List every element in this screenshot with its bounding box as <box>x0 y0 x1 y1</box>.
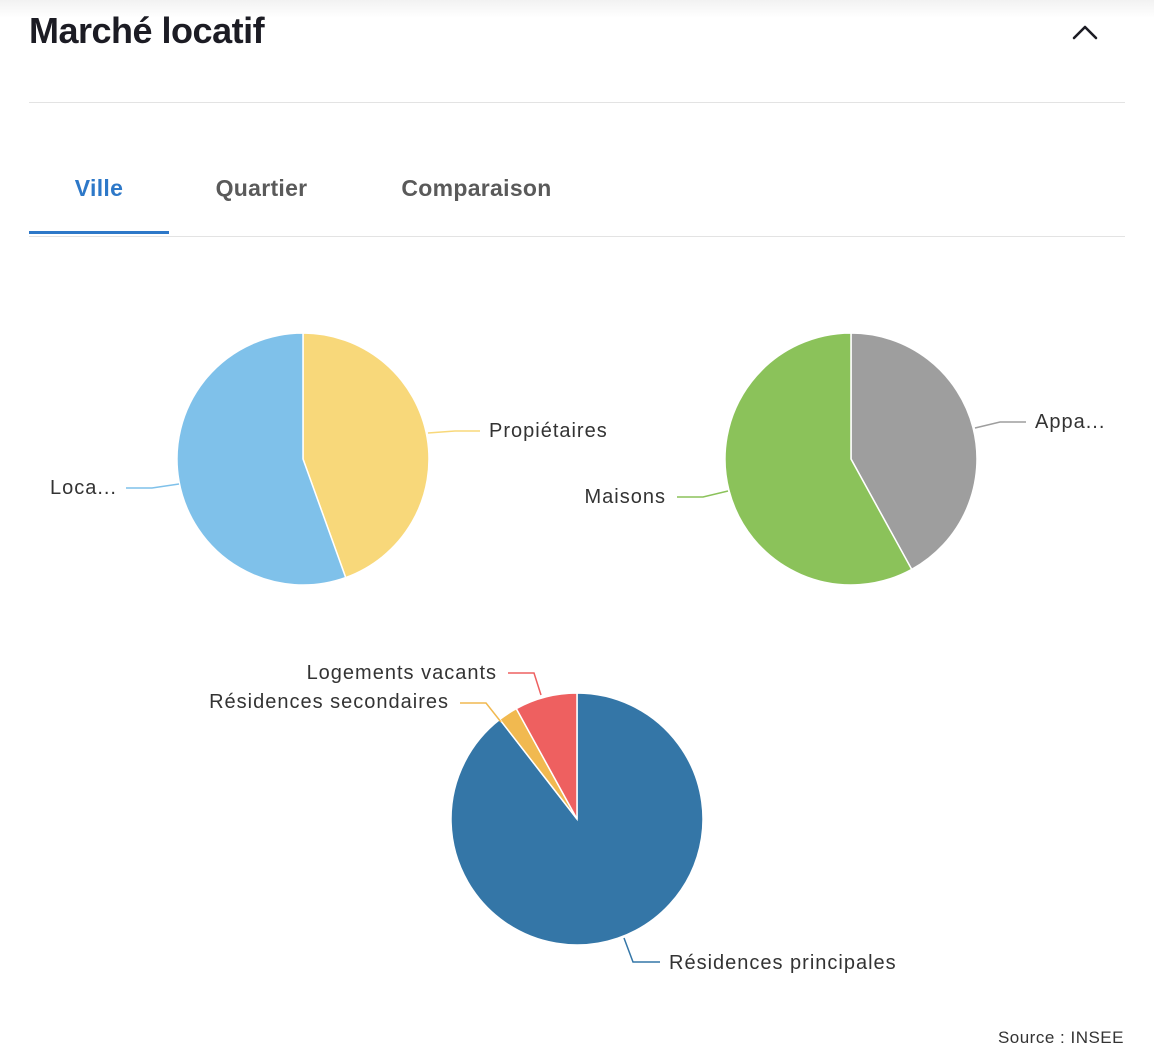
slice-label: Loca... <box>50 477 117 499</box>
leader-line <box>623 937 660 963</box>
pie-chart-1: Propiétaires Loca... <box>50 332 608 586</box>
page-title: Marché locatif <box>29 10 265 51</box>
slice-label: Maisons <box>585 486 666 508</box>
tab-comparaison[interactable]: Comparaison <box>401 175 552 201</box>
source-note: Source : INSEE <box>997 1028 1124 1047</box>
collapse-button[interactable] <box>1067 14 1103 50</box>
slice-label: Logements vacants <box>307 662 497 684</box>
leader-line <box>460 702 502 723</box>
leader-line <box>677 490 729 498</box>
leader-line <box>427 430 480 434</box>
top-shadow <box>0 0 1154 18</box>
chevron-up-icon <box>1072 25 1098 40</box>
leader-line <box>974 421 1026 429</box>
leader-line <box>508 672 542 696</box>
slice-label: Appa... <box>1035 411 1105 433</box>
pie-slice-maisons[interactable] <box>724 332 913 586</box>
pie-slice-propietaires[interactable] <box>302 332 430 579</box>
active-tab-indicator <box>29 231 169 234</box>
slice-label: Propiétaires <box>489 420 608 442</box>
section-header: Marché locatif <box>29 0 1125 103</box>
pie-slice-loca[interactable] <box>176 332 347 586</box>
tab-quartier[interactable]: Quartier <box>215 175 308 201</box>
pie-slice-appa[interactable] <box>850 332 978 571</box>
pie-chart-3: Résidences principales Résidences seconda… <box>209 662 897 974</box>
pie-slice-logements-vacants[interactable] <box>515 692 578 820</box>
leader-line <box>126 483 180 489</box>
tab-bar: Ville Quartier Comparaison <box>29 150 1125 237</box>
slice-label: Résidences principales <box>669 952 897 974</box>
slice-label: Résidences secondaires <box>209 691 449 713</box>
pie-chart-2: Appa... Maisons <box>585 332 1105 586</box>
tab-ville[interactable]: Ville <box>74 175 124 201</box>
